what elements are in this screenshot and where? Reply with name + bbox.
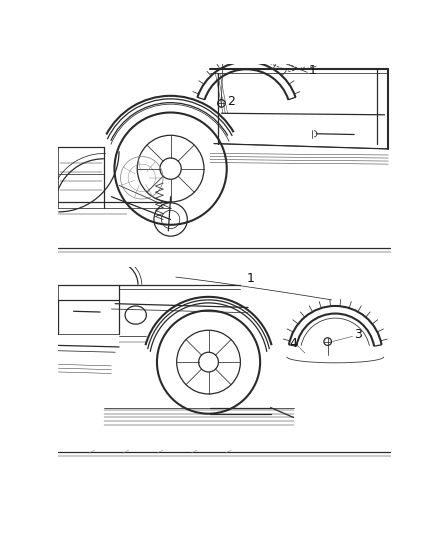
Text: 1: 1 [247,272,254,285]
Text: 1: 1 [309,63,317,77]
Text: 3: 3 [354,327,362,341]
Text: 4: 4 [290,337,297,350]
Text: 2: 2 [227,95,235,108]
